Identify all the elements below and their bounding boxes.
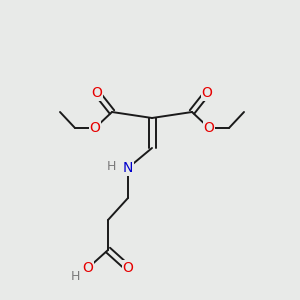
Text: O: O — [204, 121, 214, 135]
Text: H: H — [70, 269, 80, 283]
Text: O: O — [82, 261, 93, 275]
Text: O: O — [123, 261, 134, 275]
Text: O: O — [202, 86, 212, 100]
Text: O: O — [92, 86, 102, 100]
Text: H: H — [106, 160, 116, 172]
Text: O: O — [90, 121, 101, 135]
Text: N: N — [123, 161, 133, 175]
